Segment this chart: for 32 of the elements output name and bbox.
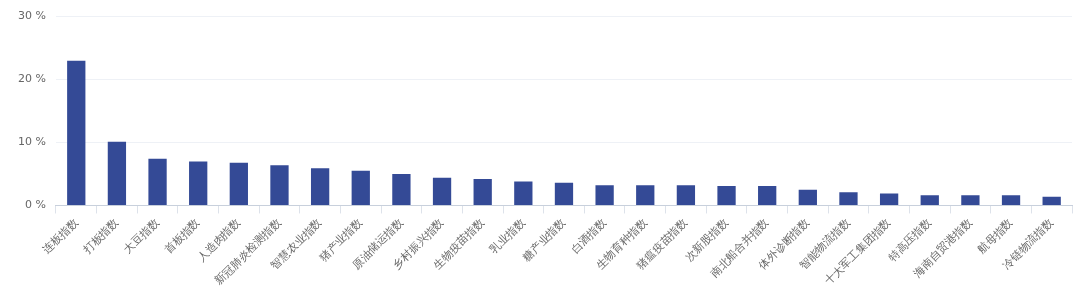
x-tick-label: 打板指数 [80, 216, 122, 258]
bar [839, 192, 858, 205]
bar [473, 179, 492, 205]
bar [554, 182, 574, 205]
bar [879, 193, 899, 205]
bar [351, 170, 370, 205]
bar [636, 185, 655, 205]
bar [920, 195, 939, 205]
bar [229, 162, 248, 205]
bar [717, 185, 736, 205]
bar [107, 141, 127, 205]
x-tick-label: 大豆指数 [121, 216, 162, 257]
bar [758, 185, 777, 205]
bar [676, 185, 696, 205]
bar [148, 158, 167, 205]
bar [432, 177, 452, 205]
bar [798, 189, 817, 205]
y-tick-label: 10 % [17, 135, 46, 149]
x-tick-label: 连板指数 [40, 216, 81, 257]
bar [189, 161, 208, 205]
bar [961, 195, 980, 205]
bar [67, 60, 86, 205]
y-tick-label: 20 % [17, 72, 46, 86]
y-tick-label: 30 % [17, 9, 46, 23]
bar [1001, 195, 1021, 205]
bar [514, 181, 533, 205]
bar [392, 173, 411, 205]
bar [1042, 196, 1061, 205]
y-tick-label: 0 % [24, 198, 46, 212]
bar [270, 165, 289, 205]
bar [310, 168, 330, 205]
bar [595, 185, 614, 205]
